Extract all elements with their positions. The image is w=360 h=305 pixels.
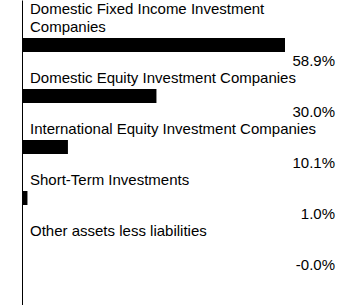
data-label: 58.9% — [292, 52, 335, 69]
category-label: Domestic Fixed Income InvestmentCompanie… — [30, 0, 265, 35]
category-label: International Equity Investment Companie… — [30, 120, 316, 137]
bar — [23, 38, 285, 52]
data-label: 1.0% — [301, 205, 335, 222]
data-label: 30.0% — [292, 103, 335, 120]
axis — [22, 1, 23, 305]
category-label: Other assets less liabilities — [30, 222, 207, 239]
bar — [23, 191, 27, 205]
bar — [23, 89, 156, 103]
chart: Domestic Fixed Income InvestmentCompanie… — [0, 0, 360, 305]
bar — [23, 140, 68, 154]
category-label: Short-Term Investments — [30, 171, 189, 188]
data-label: 10.1% — [292, 154, 335, 171]
data-label: -0.0% — [296, 256, 335, 273]
bars — [23, 38, 285, 205]
axis-line — [22, 1, 23, 305]
category-label: Domestic Equity Investment Companies — [30, 69, 296, 86]
